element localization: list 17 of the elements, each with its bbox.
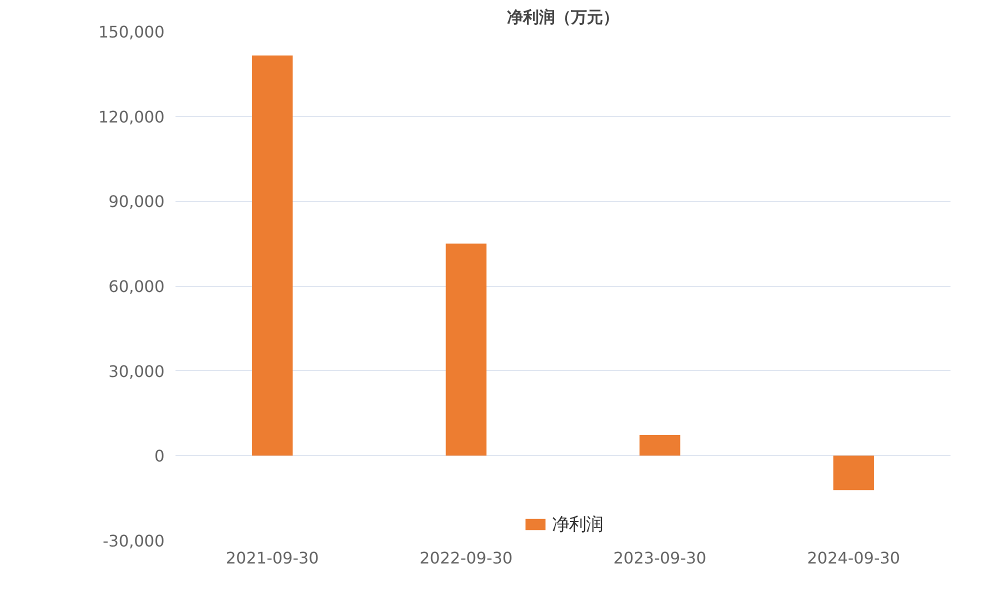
- y-tick-label: 120,000: [98, 107, 165, 126]
- x-tick-label: 2024-09-30: [807, 548, 900, 568]
- bar: [252, 56, 293, 456]
- x-tick-label: 2022-09-30: [420, 548, 513, 568]
- chart-title: 净利润（万元）: [507, 8, 619, 26]
- bar: [833, 456, 874, 490]
- y-tick-label: 150,000: [98, 22, 165, 42]
- y-tick-label: 30,000: [108, 362, 164, 381]
- y-tick-label: 90,000: [108, 192, 164, 212]
- x-tick-label: 2021-09-30: [226, 548, 319, 568]
- x-tick-label: 2023-09-30: [613, 548, 706, 568]
- y-tick-label: -30,000: [102, 532, 165, 550]
- bar: [446, 244, 486, 456]
- y-tick-label: 0: [154, 446, 165, 466]
- legend-label: 净利润: [552, 514, 603, 536]
- bar: [640, 435, 680, 456]
- y-tick-label: 60,000: [108, 277, 164, 296]
